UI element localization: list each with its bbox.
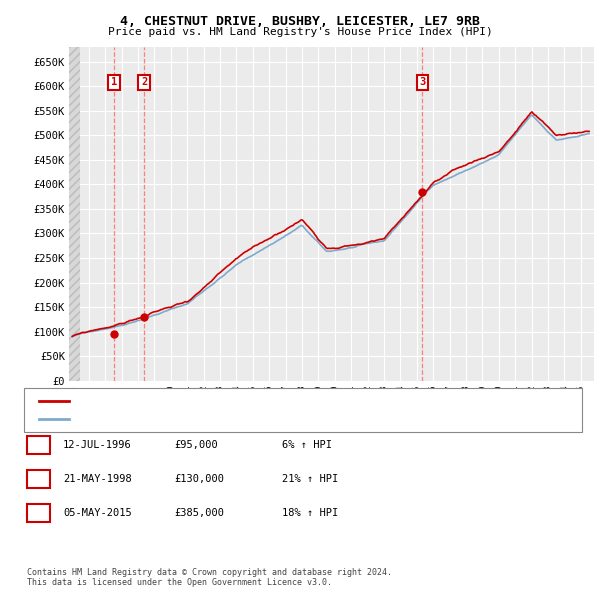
Text: HPI: Average price, detached house, Harborough: HPI: Average price, detached house, Harb… <box>75 415 345 424</box>
Text: £385,000: £385,000 <box>174 509 224 518</box>
Text: 18% ↑ HPI: 18% ↑ HPI <box>282 509 338 518</box>
Text: 4, CHESTNUT DRIVE, BUSHBY, LEICESTER, LE7 9RB (detached house): 4, CHESTNUT DRIVE, BUSHBY, LEICESTER, LE… <box>75 396 439 406</box>
Text: 3: 3 <box>419 77 425 87</box>
Text: 1: 1 <box>35 440 41 450</box>
Text: 2: 2 <box>35 474 41 484</box>
Text: £95,000: £95,000 <box>174 440 218 450</box>
Text: 12-JUL-1996: 12-JUL-1996 <box>63 440 132 450</box>
Text: 21% ↑ HPI: 21% ↑ HPI <box>282 474 338 484</box>
Text: 21-MAY-1998: 21-MAY-1998 <box>63 474 132 484</box>
Text: Contains HM Land Registry data © Crown copyright and database right 2024.
This d: Contains HM Land Registry data © Crown c… <box>27 568 392 587</box>
Text: 1: 1 <box>110 77 117 87</box>
Text: 3: 3 <box>35 509 41 518</box>
Text: 6% ↑ HPI: 6% ↑ HPI <box>282 440 332 450</box>
Text: 2: 2 <box>141 77 147 87</box>
Bar <box>69 47 80 381</box>
Text: £130,000: £130,000 <box>174 474 224 484</box>
Text: 4, CHESTNUT DRIVE, BUSHBY, LEICESTER, LE7 9RB: 4, CHESTNUT DRIVE, BUSHBY, LEICESTER, LE… <box>120 15 480 28</box>
Text: Price paid vs. HM Land Registry's House Price Index (HPI): Price paid vs. HM Land Registry's House … <box>107 27 493 37</box>
Text: 05-MAY-2015: 05-MAY-2015 <box>63 509 132 518</box>
